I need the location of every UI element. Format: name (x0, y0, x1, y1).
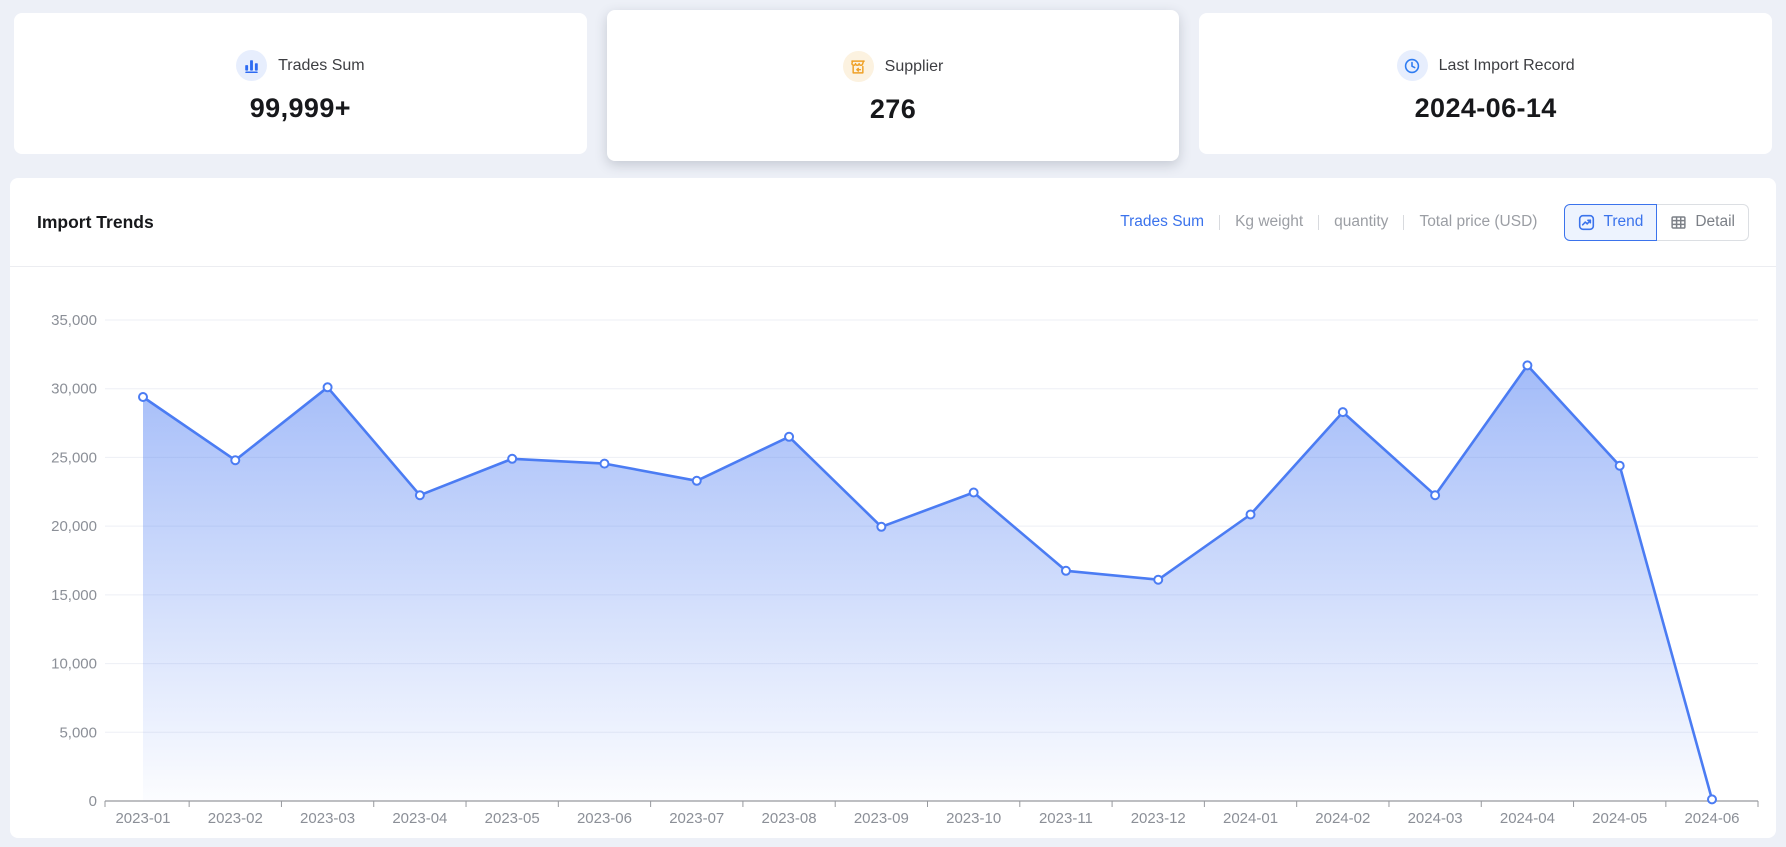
x-axis-label: 2023-08 (762, 810, 817, 827)
import-trends-panel: Import Trends Trades Sum Kg weight quantit… (10, 178, 1776, 838)
detail-view-button[interactable]: Detail (1657, 203, 1749, 241)
x-axis-label: 2023-04 (392, 810, 447, 827)
x-axis-label: 2023-03 (300, 810, 355, 827)
y-axis-label: 5,000 (59, 724, 97, 741)
x-axis-label: 2023-10 (946, 810, 1001, 827)
stat-value: 99,999+ (249, 93, 351, 123)
x-axis-label: 2023-02 (208, 810, 263, 827)
x-axis-label: 2024-06 (1684, 810, 1739, 827)
stat-card-trades-sum[interactable]: Trades Sum 99,999+ (14, 13, 587, 154)
data-point[interactable] (599, 458, 610, 469)
data-point[interactable] (414, 490, 425, 501)
x-axis-label: 2024-04 (1500, 810, 1555, 827)
x-axis-label: 2024-05 (1592, 810, 1647, 827)
x-axis-label: 2023-09 (854, 810, 909, 827)
view-toggle: Trend Detail (1564, 203, 1749, 241)
data-point[interactable] (691, 475, 702, 486)
data-point[interactable] (230, 455, 241, 466)
y-axis-label: 25,000 (51, 449, 97, 466)
y-axis-label: 15,000 (51, 587, 97, 604)
x-axis-label: 2023-12 (1131, 810, 1186, 827)
table-icon (1670, 214, 1687, 231)
chart-body: 0 5,000 10,000 15,000 20,000 25,000 30,000 35,0… (10, 267, 1776, 837)
trend-icon (1578, 214, 1595, 231)
trend-view-button[interactable]: Trend (1564, 203, 1658, 241)
data-point[interactable] (1245, 509, 1256, 520)
tab-divider (1219, 214, 1221, 230)
x-axis-label: 2024-01 (1223, 810, 1278, 827)
data-point[interactable] (1337, 407, 1348, 418)
stat-card-last-import-record[interactable]: Last Import Record 2024-06-14 (1199, 13, 1773, 154)
data-point[interactable] (507, 453, 518, 464)
y-axis-label: 0 (89, 793, 97, 810)
stats-row: Trades Sum 99,999+ Supplier 276 Last Impor… (0, 0, 1786, 161)
x-axis-label: 2023-06 (577, 810, 632, 827)
toggle-label: Trend (1603, 213, 1644, 230)
data-point[interactable] (138, 392, 148, 402)
stat-label: Supplier (884, 57, 944, 75)
x-axis-label: 2023-07 (669, 810, 724, 827)
y-axis-label: 30,000 (51, 381, 97, 398)
data-point[interactable] (876, 521, 887, 532)
stat-label: Last Import Record (1438, 56, 1575, 74)
data-point[interactable] (1153, 574, 1164, 585)
y-axis-label: 35,000 (51, 312, 97, 329)
data-point[interactable] (1060, 565, 1071, 576)
stat-card-header: Last Import Record (1396, 50, 1575, 81)
stat-value: 2024-06-14 (1414, 93, 1557, 123)
stat-card-header: Trades Sum (236, 50, 365, 81)
y-axis-label: 10,000 (51, 656, 97, 673)
panel-title: Import Trends (37, 211, 154, 232)
storefront-icon (842, 51, 874, 82)
data-point[interactable] (322, 382, 333, 393)
metric-tab-trades-sum[interactable]: Trades Sum (1120, 213, 1205, 230)
data-point[interactable] (1522, 360, 1533, 371)
metric-tab-quantity[interactable]: quantity (1334, 213, 1389, 230)
toggle-label: Detail (1695, 213, 1735, 230)
stat-card-header: Supplier (842, 51, 944, 82)
x-axis-label: 2023-01 (115, 810, 170, 827)
import-trends-chart: 0 5,000 10,000 15,000 20,000 25,000 30,000 35,0… (51, 312, 1759, 827)
data-point[interactable] (968, 487, 979, 498)
data-point[interactable] (1430, 490, 1441, 501)
metric-tab-total-price-usd[interactable]: Total price (USD) (1419, 213, 1538, 230)
bar-chart-icon (236, 50, 268, 81)
x-axis-label: 2024-02 (1315, 810, 1370, 827)
metric-tabs: Trades Sum Kg weight quantity Total price (… (1120, 213, 1537, 231)
tab-divider (1318, 214, 1320, 230)
metric-tab-kg-weight[interactable]: Kg weight (1235, 213, 1304, 230)
x-axis-label: 2023-05 (485, 810, 540, 827)
stat-label: Trades Sum (278, 56, 365, 74)
clock-icon (1396, 50, 1428, 81)
y-axis-label: 20,000 (51, 518, 97, 535)
data-point[interactable] (1614, 460, 1625, 471)
stat-card-supplier[interactable]: Supplier 276 (606, 10, 1180, 161)
x-axis-label: 2024-03 (1408, 810, 1463, 827)
data-point[interactable] (784, 431, 795, 442)
data-point[interactable] (1707, 794, 1717, 805)
area-fill (143, 365, 1712, 801)
trend-line (141, 364, 1714, 801)
chart-header: Import Trends Trades Sum Kg weight quantit… (10, 178, 1776, 267)
stat-value: 276 (869, 94, 917, 124)
tab-divider (1403, 214, 1405, 230)
x-axis-label: 2023-11 (1039, 810, 1093, 827)
